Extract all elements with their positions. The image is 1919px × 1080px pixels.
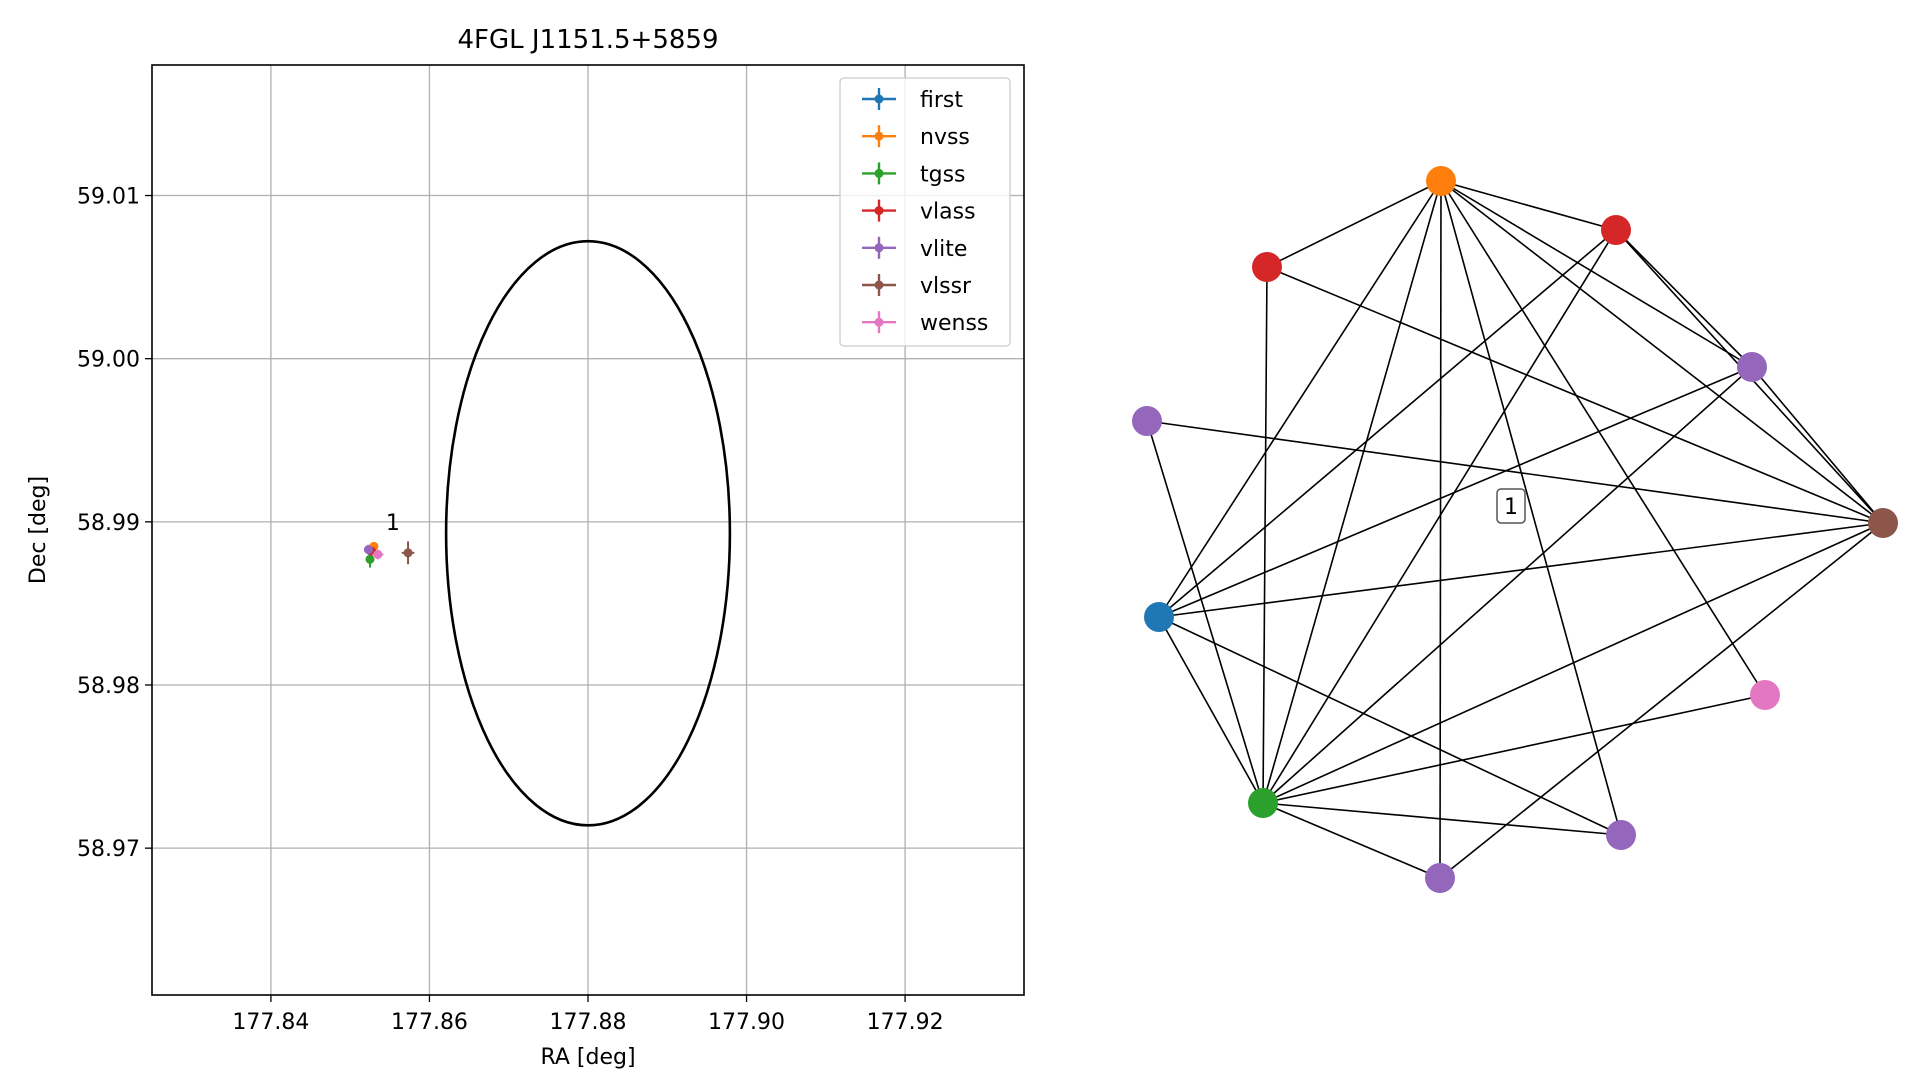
graph-edge: [1440, 180, 1617, 231]
scatter-chart: 177.84 177.86 177.88 177.90 177.92 58.97 58.98…: [26, 25, 1025, 1070]
graph-edge: [1266, 266, 1884, 524]
legend-label: vlite: [920, 237, 967, 262]
x-axis-label: RA [deg]: [540, 1045, 635, 1070]
graph-label-box: [1496, 488, 1526, 524]
graph-edge: [1440, 180, 1766, 696]
graph-edge: [1158, 522, 1884, 618]
legend-entry-first: first: [862, 88, 963, 113]
point-marker: [363, 545, 373, 555]
graph-edges: [1146, 180, 1884, 879]
y-tick-label: 58.98: [77, 674, 140, 699]
graph-edge: [1158, 616, 1622, 836]
graph-edge: [1158, 366, 1753, 618]
graph-node: [1750, 680, 1780, 710]
y-tick-label: 58.97: [77, 837, 140, 862]
legend-marker-dot: [874, 280, 884, 290]
y-tick-label: 59.01: [77, 185, 140, 210]
y-tick-label: 59.00: [77, 348, 140, 373]
legend-entry-nvss: nvss: [862, 125, 970, 150]
graph-edge: [1439, 180, 1442, 879]
point-marker: [365, 554, 375, 564]
legend-marker-dot: [874, 168, 884, 178]
legend-label: tgss: [920, 162, 966, 187]
chart-title: 4FGL J1151.5+5859: [458, 25, 719, 55]
legend-marker-dot: [874, 206, 884, 216]
graph-edge: [1439, 522, 1884, 879]
graph-node: [1601, 215, 1631, 245]
legend-marker-dot: [874, 317, 884, 327]
graph-edge: [1158, 616, 1264, 804]
graph-edge: [1440, 180, 1753, 368]
axis-ticks: 177.84 177.86 177.88 177.90 177.92 58.97 58.98…: [77, 185, 944, 1035]
y-axis-label: Dec [deg]: [26, 476, 51, 584]
graph-node: [1868, 508, 1898, 538]
graph-node: [1425, 863, 1455, 893]
graph-edge: [1262, 802, 1441, 879]
legend-label: wenss: [920, 311, 988, 336]
point-marker: [373, 549, 383, 559]
x-tick-label: 177.88: [550, 1010, 627, 1035]
legend-entry-vlite: vlite: [862, 236, 967, 262]
graph-edge: [1262, 266, 1268, 804]
cluster-annotation: 1: [386, 511, 400, 536]
error-circle: [444, 239, 732, 827]
point-wenss: [372, 549, 384, 560]
legend: first nvss tgss vlass vlite vlssr wenss: [839, 77, 1011, 347]
legend-marker-dot: [874, 94, 884, 104]
graph-edge: [1440, 180, 1622, 836]
x-tick-label: 177.90: [708, 1010, 785, 1035]
association-circle: [444, 239, 732, 827]
legend-marker-dot: [874, 131, 884, 141]
graph-edge: [1262, 802, 1622, 836]
graph-edge: [1266, 180, 1442, 268]
legend-marker-dot: [874, 243, 884, 253]
legend-label: nvss: [920, 125, 970, 150]
point-marker: [403, 548, 413, 558]
graph-node: [1144, 602, 1174, 632]
legend-label: first: [920, 88, 963, 113]
graph-edge: [1262, 180, 1442, 804]
point-vlssr: [401, 541, 415, 565]
x-tick-label: 177.92: [867, 1010, 944, 1035]
graph-edge: [1158, 229, 1617, 618]
graph-node: [1132, 406, 1162, 436]
graph-node: [1252, 252, 1282, 282]
legend-entry-tgss: tgss: [862, 162, 966, 187]
graph-cluster-label: 1: [1496, 488, 1526, 524]
data-points: [363, 541, 415, 568]
point-vlite: [363, 544, 373, 555]
x-tick-label: 177.84: [232, 1010, 309, 1035]
graph-nodes: [1132, 166, 1898, 893]
graph-edge: [1440, 180, 1884, 524]
graph-edge: [1146, 420, 1264, 804]
graph-node: [1426, 166, 1456, 196]
graph-edge: [1751, 366, 1884, 524]
plot-frame: [151, 64, 1025, 996]
graph-edge: [1262, 522, 1884, 804]
graph-label-text: 1: [1504, 495, 1518, 520]
graph-edge: [1262, 694, 1766, 804]
legend-entry-wenss: wenss: [862, 311, 988, 336]
legend-label: vlssr: [920, 274, 972, 299]
graph-edge: [1158, 180, 1442, 618]
y-tick-label: 58.99: [77, 511, 140, 536]
graph-node: [1737, 352, 1767, 382]
graph-node: [1248, 788, 1278, 818]
legend-box: [839, 77, 1011, 347]
graph-edge: [1262, 229, 1617, 804]
graph-edge: [1146, 420, 1884, 524]
legend-entry-vlass: vlass: [862, 199, 976, 225]
legend-label: vlass: [920, 200, 976, 225]
legend-entry-vlssr: vlssr: [862, 274, 972, 299]
x-tick-label: 177.86: [391, 1010, 468, 1035]
graph-edge: [1262, 366, 1753, 804]
graph-node: [1606, 820, 1636, 850]
network-graph: 1: [1132, 166, 1898, 893]
graph-edge: [1615, 229, 1753, 368]
